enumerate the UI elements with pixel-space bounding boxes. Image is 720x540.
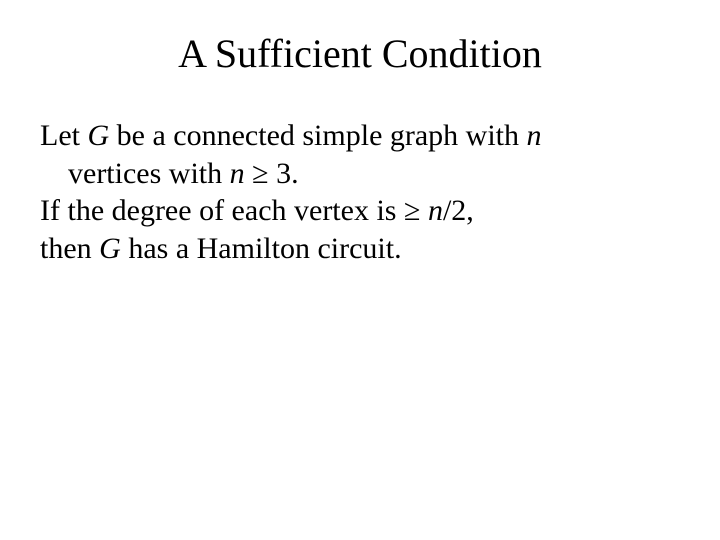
- text-fragment: has a Hamilton circuit.: [121, 232, 402, 265]
- text-fragment: then: [40, 232, 99, 265]
- line-4: then G has a Hamilton circuit.: [40, 230, 680, 268]
- text-fragment: ≥ 3.: [245, 157, 299, 190]
- variable-n: n: [428, 194, 443, 227]
- text-fragment: vertices with: [68, 157, 230, 190]
- text-fragment: be a connected simple graph with: [109, 119, 526, 152]
- line-1: Let G be a connected simple graph with n: [40, 117, 680, 155]
- line-2: vertices with n ≥ 3.: [40, 155, 680, 193]
- variable-n: n: [527, 119, 542, 152]
- slide: A Sufficient Condition Let G be a connec…: [0, 0, 720, 540]
- variable-n: n: [230, 157, 245, 190]
- text-fragment: If the degree of each vertex is ≥: [40, 194, 428, 227]
- text-fragment: /2,: [443, 194, 474, 227]
- variable-g: G: [87, 119, 109, 152]
- variable-g: G: [99, 232, 121, 265]
- slide-title: A Sufficient Condition: [40, 30, 680, 77]
- slide-body: Let G be a connected simple graph with n…: [40, 117, 680, 267]
- text-fragment: Let: [40, 119, 87, 152]
- line-3: If the degree of each vertex is ≥ n/2,: [40, 192, 680, 230]
